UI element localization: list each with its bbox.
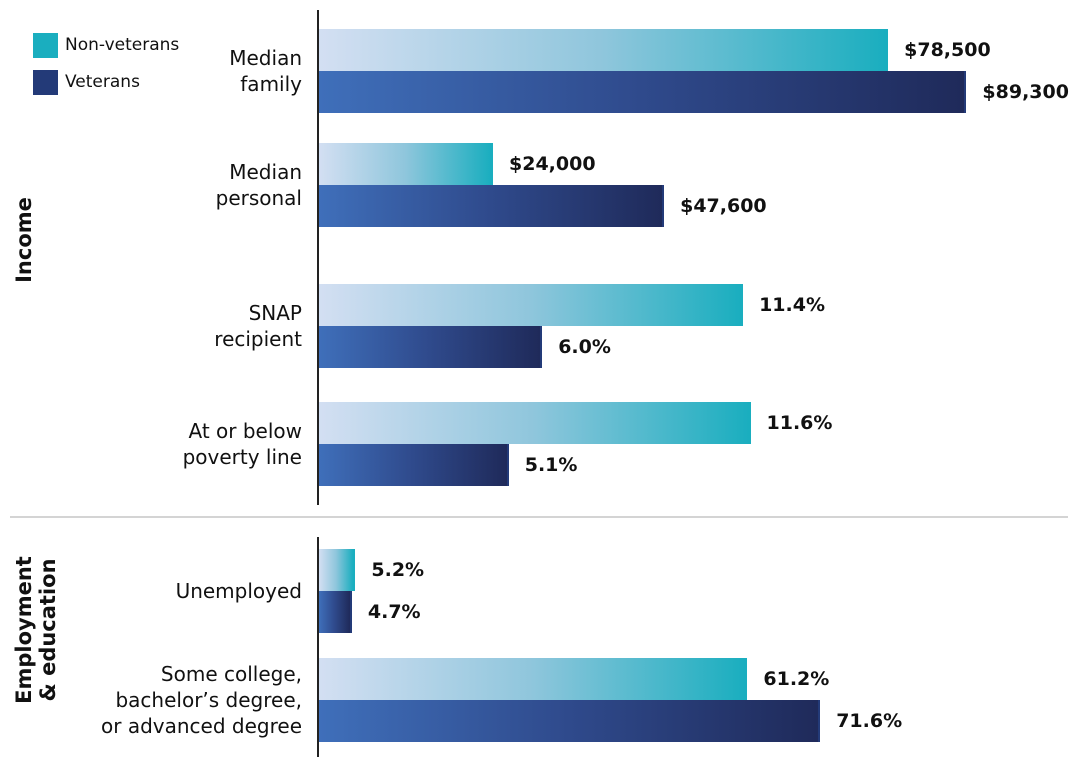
legend-label: Veterans — [65, 72, 140, 92]
value-label: 6.0% — [558, 336, 611, 358]
value-label: 61.2% — [763, 668, 830, 690]
category-label: Unemployed — [175, 579, 302, 603]
bar — [319, 591, 352, 633]
value-label: 5.2% — [371, 559, 425, 581]
bar — [319, 185, 665, 227]
bar — [319, 284, 744, 326]
value-label: $47,600 — [680, 195, 767, 217]
y-axis — [317, 10, 319, 505]
value-label: 11.6% — [766, 412, 833, 434]
bar — [319, 29, 889, 71]
bar — [319, 658, 748, 700]
value-label: 11.4% — [759, 294, 825, 316]
bar — [319, 326, 543, 368]
separator — [10, 516, 1068, 518]
legend-swatch — [33, 70, 58, 95]
value-label: $89,300 — [982, 81, 1069, 103]
category-label: Median family — [229, 46, 302, 96]
legend-label: Non-veterans — [65, 35, 180, 55]
bar — [319, 549, 356, 591]
category-label: SNAP recipient — [214, 301, 302, 351]
value-label: 5.1% — [524, 454, 578, 476]
category-label: Median personal — [215, 160, 302, 210]
bar — [319, 402, 751, 444]
value-label: $24,000 — [509, 153, 596, 175]
bar — [319, 700, 821, 742]
bar — [319, 143, 493, 185]
bar — [319, 444, 509, 486]
value-label: 4.7% — [367, 601, 421, 623]
category-label: At or below poverty line — [182, 419, 302, 469]
legend-swatch — [33, 33, 58, 58]
value-label: 71.6% — [836, 710, 903, 732]
value-label: $78,500 — [904, 39, 991, 61]
y-axis — [317, 537, 319, 757]
bar — [319, 71, 967, 113]
category-label: Some college, bachelor’s degree, or adva… — [101, 662, 302, 738]
